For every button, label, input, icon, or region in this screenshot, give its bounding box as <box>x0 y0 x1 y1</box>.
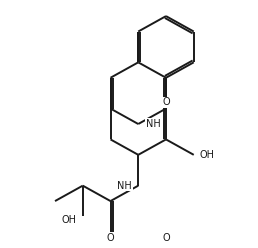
Text: O: O <box>162 97 170 107</box>
Text: O: O <box>162 233 170 243</box>
Text: O: O <box>107 233 114 243</box>
Text: OH: OH <box>200 150 215 160</box>
Text: NH: NH <box>117 181 132 191</box>
Text: OH: OH <box>62 215 77 224</box>
Text: NH: NH <box>146 119 161 129</box>
